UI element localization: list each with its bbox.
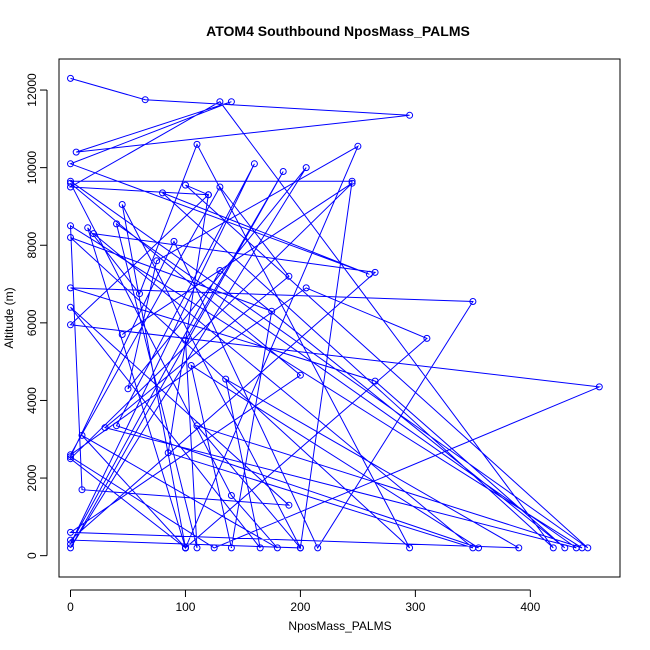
data-point (124, 385, 132, 393)
chart-title: ATOM4 Southbound NposMass_PALMS (206, 23, 470, 39)
data-point (469, 298, 477, 305)
data-point (141, 96, 149, 104)
data-point (296, 371, 304, 379)
plot-frame (58, 58, 621, 578)
data-point (549, 544, 557, 552)
data-point (279, 168, 287, 175)
data-point (348, 177, 356, 185)
data-point (348, 179, 356, 187)
data-point (101, 424, 109, 432)
data-point (250, 160, 258, 168)
data-point (67, 321, 74, 329)
data-point (67, 528, 74, 536)
data-point (216, 267, 224, 274)
data-point (67, 540, 74, 548)
data-point (354, 142, 362, 150)
data-point (515, 544, 523, 552)
data-point (371, 377, 379, 385)
data-point (113, 220, 120, 228)
x-tick-label: 200 (290, 600, 310, 614)
data-point (256, 544, 264, 552)
data-point (67, 451, 74, 459)
data-point (84, 224, 92, 232)
data-point (302, 164, 310, 172)
data-point (406, 544, 414, 552)
data-point (118, 201, 126, 208)
data-point (67, 179, 74, 187)
series-line (68, 77, 602, 550)
data-point (67, 74, 74, 82)
x-tick-label: 0 (67, 600, 74, 614)
data-point (371, 268, 379, 276)
data-point (216, 98, 224, 106)
data-point (216, 183, 224, 191)
data-point (67, 453, 74, 461)
data-point (72, 148, 80, 156)
data-point (227, 492, 235, 499)
data-point (153, 257, 161, 265)
data-point (595, 383, 603, 391)
data-point (469, 544, 477, 552)
x-axis: 0 100 200 300 400 (67, 589, 541, 614)
data-point (222, 375, 230, 383)
data-point (193, 140, 201, 148)
data-point (164, 449, 172, 457)
data-point (406, 111, 414, 119)
y-tick-label: 10000 (25, 151, 39, 185)
data-point (67, 177, 74, 185)
data-point (561, 544, 569, 552)
data-point (136, 290, 143, 298)
y-tick-label: 0 (25, 552, 39, 559)
data-point (67, 303, 74, 311)
data-point (118, 331, 126, 338)
data-point (67, 222, 74, 230)
y-tick-label: 6000 (25, 309, 39, 336)
data-point (67, 536, 74, 544)
data-point (67, 234, 74, 241)
data-point (182, 336, 189, 344)
x-tick-label: 300 (405, 600, 425, 614)
data-point (314, 544, 322, 552)
y-tick-label: 2000 (25, 464, 39, 491)
data-point (90, 230, 97, 238)
x-axis-label: NposMass_PALMS (288, 619, 391, 633)
data-point (268, 307, 276, 315)
data-point (187, 362, 195, 369)
x-tick-label: 400 (520, 600, 540, 614)
data-point (302, 284, 310, 292)
data-point (204, 191, 212, 199)
data-point (296, 544, 304, 552)
data-point (578, 544, 586, 552)
data-point (67, 455, 74, 463)
data-point (182, 544, 189, 552)
series-lines (68, 77, 602, 550)
y-axis: 0 2000 4000 6000 8000 10000 12000 (25, 73, 48, 559)
data-point (67, 284, 74, 292)
data-point (159, 189, 166, 197)
y-tick-label: 4000 (25, 387, 39, 414)
data-point (182, 181, 189, 189)
data-point (227, 544, 235, 552)
data-point (210, 544, 218, 552)
y-tick-label: 12000 (25, 73, 39, 107)
data-point (273, 544, 281, 552)
data-point (67, 160, 74, 168)
data-point (78, 486, 86, 494)
data-point (423, 334, 431, 342)
data-point (113, 422, 120, 430)
data-point (78, 431, 86, 439)
data-point (193, 422, 201, 430)
x-tick-label: 100 (175, 600, 195, 614)
data-point (227, 98, 235, 106)
data-point (285, 272, 293, 280)
data-point (193, 544, 201, 552)
data-point (170, 237, 178, 245)
data-point (67, 544, 74, 552)
series-points (67, 74, 603, 552)
y-axis-label: Altitude (m) (2, 287, 16, 348)
data-point (285, 501, 293, 509)
y-tick-label: 8000 (25, 232, 39, 259)
